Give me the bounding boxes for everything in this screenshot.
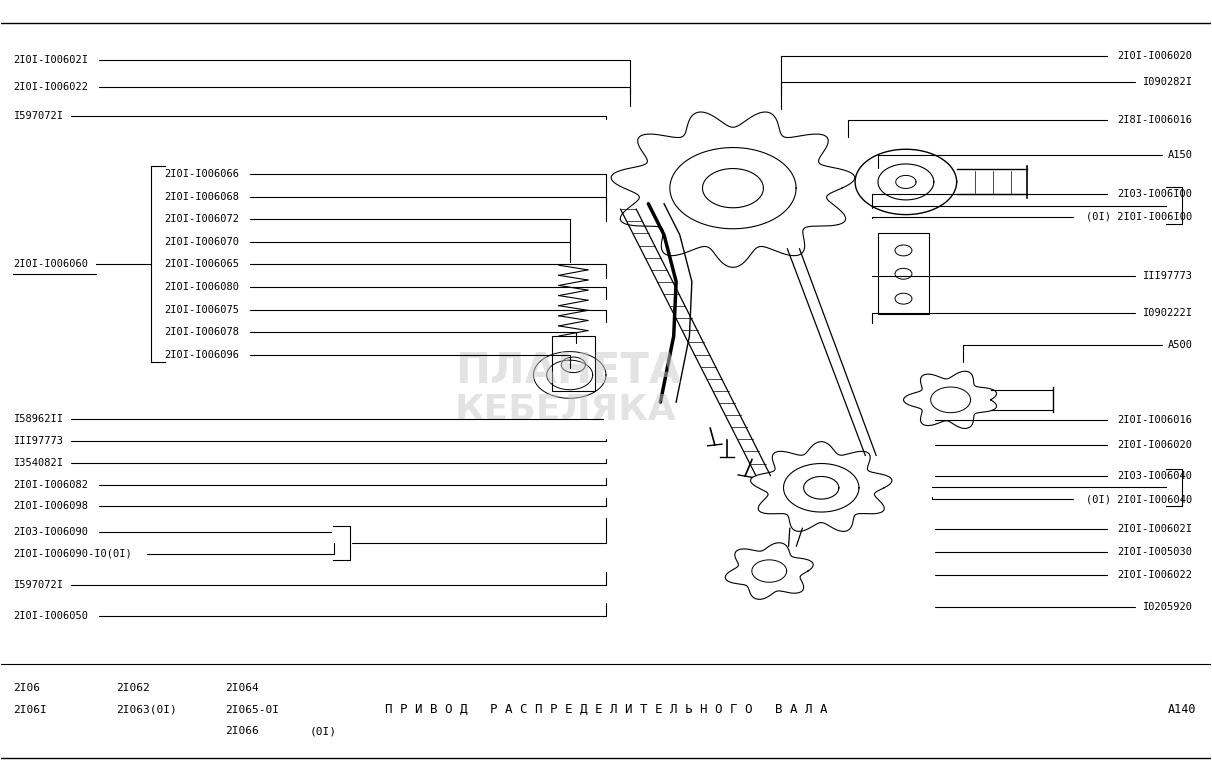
- Text: 2I0I-I006020: 2I0I-I006020: [1117, 51, 1193, 61]
- Text: I354082I: I354082I: [13, 458, 63, 468]
- Text: (0I) 2I0I-I006040: (0I) 2I0I-I006040: [1086, 494, 1193, 505]
- Text: КЕБЕЛЯКА: КЕБЕЛЯКА: [454, 393, 676, 427]
- Text: I0205920: I0205920: [1143, 602, 1193, 612]
- Text: III97773: III97773: [13, 436, 63, 446]
- Text: 2I064: 2I064: [225, 683, 259, 693]
- Text: I090222I: I090222I: [1143, 308, 1193, 318]
- Text: 2I0I-I006098: 2I0I-I006098: [13, 501, 88, 512]
- Text: 2I0I-I006066: 2I0I-I006066: [165, 169, 240, 179]
- Text: 2I0I-I006050: 2I0I-I006050: [13, 612, 88, 621]
- Text: 2I0I-I006090-I0(0I): 2I0I-I006090-I0(0I): [13, 549, 132, 559]
- Text: 2I0I-I006022: 2I0I-I006022: [1117, 570, 1193, 580]
- Text: 2I0I-I006080: 2I0I-I006080: [165, 282, 240, 292]
- Text: 2I0I-I006096: 2I0I-I006096: [165, 350, 240, 360]
- Text: I58962II: I58962II: [13, 414, 63, 424]
- Text: 2I062: 2I062: [116, 683, 150, 693]
- Text: А140: А140: [1167, 703, 1196, 716]
- Text: III97773: III97773: [1143, 271, 1193, 281]
- Text: I597072I: I597072I: [13, 580, 63, 590]
- Text: 2I065-0I: 2I065-0I: [225, 704, 279, 715]
- Text: 2I066: 2I066: [225, 726, 259, 736]
- Text: 2I0I-I006075: 2I0I-I006075: [165, 305, 240, 315]
- Text: 2I0I-I006060: 2I0I-I006060: [13, 259, 88, 269]
- Text: ПЛАНЕТА: ПЛАНЕТА: [454, 350, 681, 392]
- Text: П Р И В О Д   Р А С П Р Е Д Е Л И Т Е Л Ь Н О Г О   В А Л А: П Р И В О Д Р А С П Р Е Д Е Л И Т Е Л Ь …: [384, 703, 828, 716]
- Text: 2I03-I006040: 2I03-I006040: [1117, 471, 1193, 481]
- Text: I090282I: I090282I: [1143, 77, 1193, 87]
- Text: 2I0I-I006070: 2I0I-I006070: [165, 237, 240, 247]
- Text: A500: A500: [1167, 341, 1193, 351]
- Text: (0I): (0I): [310, 726, 337, 736]
- Text: 2I0I-I00602I: 2I0I-I00602I: [13, 55, 88, 65]
- Text: 2I0I-I006082: 2I0I-I006082: [13, 480, 88, 490]
- Text: (0I) 2I0I-I006I00: (0I) 2I0I-I006I00: [1086, 212, 1193, 222]
- Text: 2I063(0I): 2I063(0I): [116, 704, 177, 715]
- Text: 2I03-I006I00: 2I03-I006I00: [1117, 188, 1193, 198]
- Text: 2I06I: 2I06I: [13, 704, 47, 715]
- Text: I597072I: I597072I: [13, 111, 63, 121]
- Text: 2I8I-I006016: 2I8I-I006016: [1117, 115, 1193, 125]
- Text: A150: A150: [1167, 150, 1193, 159]
- Text: 2I0I-I006065: 2I0I-I006065: [165, 259, 240, 269]
- Text: 2I0I-I006068: 2I0I-I006068: [165, 191, 240, 201]
- Text: 2I0I-I006020: 2I0I-I006020: [1117, 440, 1193, 450]
- Text: 2I0I-I006072: 2I0I-I006072: [165, 214, 240, 224]
- Text: 2I0I-I006078: 2I0I-I006078: [165, 327, 240, 337]
- Text: 2I0I-I006022: 2I0I-I006022: [13, 82, 88, 92]
- Text: 2I0I-I00602I: 2I0I-I00602I: [1117, 524, 1193, 534]
- Text: 2I03-I006090: 2I03-I006090: [13, 527, 88, 537]
- Text: 2I0I-I005030: 2I0I-I005030: [1117, 547, 1193, 558]
- Text: 2I06: 2I06: [13, 683, 40, 693]
- Text: 2I0I-I006016: 2I0I-I006016: [1117, 415, 1193, 425]
